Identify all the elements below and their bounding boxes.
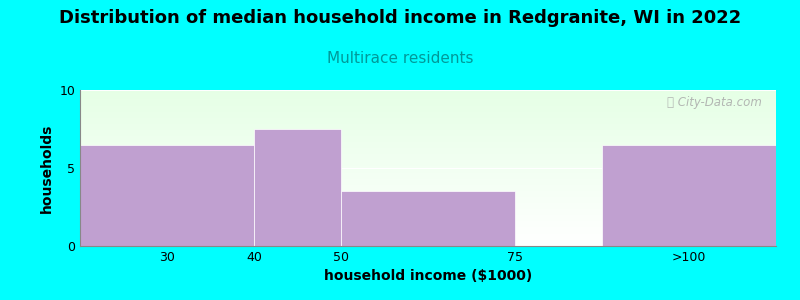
Text: Multirace residents: Multirace residents [326, 51, 474, 66]
Bar [602, 145, 776, 246]
Bar [80, 145, 254, 246]
Text: ⓘ City-Data.com: ⓘ City-Data.com [667, 96, 762, 109]
X-axis label: household income ($1000): household income ($1000) [324, 269, 532, 284]
Y-axis label: households: households [40, 123, 54, 213]
Bar [341, 191, 515, 246]
Bar [254, 129, 341, 246]
Text: Distribution of median household income in Redgranite, WI in 2022: Distribution of median household income … [59, 9, 741, 27]
